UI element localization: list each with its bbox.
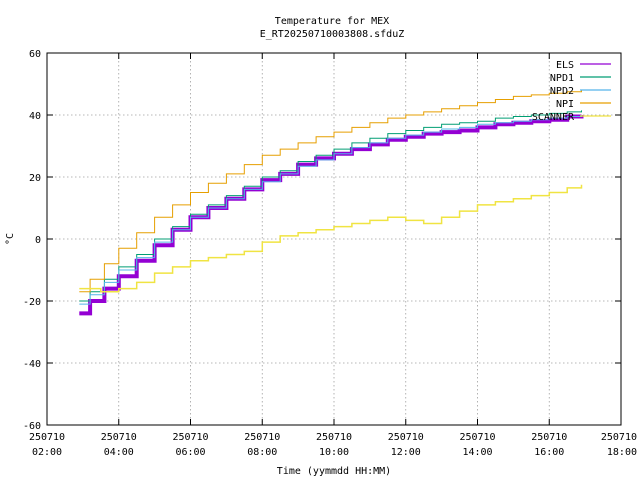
x-tick-time-label: 08:00 — [247, 447, 277, 458]
grid-lines — [47, 53, 621, 425]
x-tick-date-label: 250710 — [316, 432, 352, 443]
x-tick-time-label: 16:00 — [534, 447, 564, 458]
series-line-npi — [79, 90, 582, 293]
x-tick-time-label: 10:00 — [319, 447, 349, 458]
series-line-els — [79, 114, 584, 316]
x-tick-date-label: 250710 — [101, 432, 137, 443]
legend-label-npd1: NPD1 — [550, 73, 574, 84]
x-tick-time-label: 04:00 — [104, 447, 134, 458]
chart-title: Temperature for MEX — [275, 16, 389, 27]
x-tick-time-label: 02:00 — [32, 447, 62, 458]
x-tick-date-label: 250710 — [531, 432, 567, 443]
plot-series — [79, 90, 584, 316]
x-tick-date-label: 250710 — [459, 432, 495, 443]
series-line-scanner — [79, 184, 583, 293]
x-tick-time-label: 06:00 — [175, 447, 205, 458]
legend-label-npi: NPI — [556, 99, 574, 110]
x-tick-date-label: 250710 — [29, 432, 65, 443]
y-tick-label: -40 — [23, 359, 41, 370]
y-tick-label: 40 — [29, 111, 41, 122]
y-axis-label: °C — [5, 233, 16, 245]
x-tick-time-label: 14:00 — [462, 447, 492, 458]
x-tick-date-label: 250710 — [601, 432, 637, 443]
x-tick-date-label: 250710 — [388, 432, 424, 443]
legend: ELS NPD1 NPD2 NPI SCANNER — [532, 60, 611, 123]
series-line-npd2 — [79, 115, 582, 305]
y-tick-label: -60 — [23, 421, 41, 432]
axis-ticks: -60 -40 -20 0 20 40 60 250710 02:00 250710 04:00 25… — [23, 49, 637, 458]
x-tick-date-label: 250710 — [244, 432, 280, 443]
legend-label-els: ELS — [556, 60, 574, 71]
x-axis-label: Time (yymmdd HH:MM) — [277, 466, 391, 477]
x-tick-time-label: 18:00 — [607, 447, 637, 458]
legend-label-scanner: SCANNER — [532, 112, 575, 123]
y-tick-label: -20 — [23, 297, 41, 308]
legend-label-npd2: NPD2 — [550, 86, 574, 97]
y-tick-label: 0 — [35, 235, 41, 246]
chart-subtitle: E_RT20250710003808.sfduZ — [260, 29, 405, 40]
x-tick-time-label: 12:00 — [391, 447, 421, 458]
y-tick-label: 20 — [29, 173, 41, 184]
y-tick-label: 60 — [29, 49, 41, 60]
x-tick-date-label: 250710 — [172, 432, 208, 443]
